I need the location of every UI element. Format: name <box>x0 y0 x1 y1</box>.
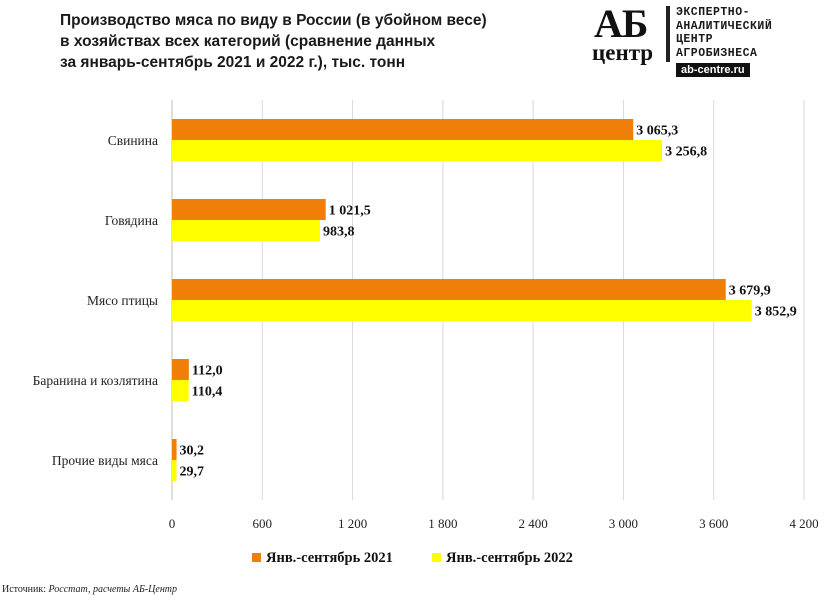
data-label: 3 852,9 <box>755 305 797 320</box>
source-text: Росстат, расчеты АБ-Центр <box>48 584 178 595</box>
bar <box>172 220 321 241</box>
x-tick-label: 600 <box>253 516 273 531</box>
source-label: Источник: <box>2 584 47 595</box>
title-line: за январь-сентябрь 2021 и 2022 г.), тыс.… <box>60 54 406 71</box>
data-label: 1 021,5 <box>329 204 371 219</box>
x-tick-label: 2 400 <box>519 516 548 531</box>
legend-label: Янв.-сентябрь 2021 <box>266 550 393 566</box>
data-label: 29,7 <box>179 465 204 480</box>
category-label: Говядина <box>105 213 158 228</box>
x-tick-label: 3 000 <box>609 516 638 531</box>
legend-swatch <box>432 553 441 562</box>
bar <box>172 199 326 220</box>
bar <box>172 279 726 300</box>
logo-line: АНАЛИТИЧЕСКИЙ <box>676 19 773 33</box>
x-tick-label: 1 800 <box>428 516 457 531</box>
category-label: Прочие виды мяса <box>52 453 158 468</box>
data-label: 3 256,8 <box>665 145 707 160</box>
ab-centre-logo: АБ центр ЭКСПЕРТНО- АНАЛИТИЧЕСКИЙ ЦЕНТР … <box>590 1 810 82</box>
data-label: 983,8 <box>323 225 355 240</box>
logo-line: ЦЕНТР <box>676 33 714 46</box>
data-label: 3 065,3 <box>636 124 678 139</box>
x-tick-label: 1 200 <box>338 516 367 531</box>
x-tick-label: 0 <box>169 516 176 531</box>
bar <box>172 439 177 460</box>
source-note: Источник: Росстат, расчеты АБ-Центр <box>2 584 177 595</box>
legend-swatch <box>252 553 261 562</box>
title-line: Производство мяса по виду в России (в уб… <box>60 12 487 29</box>
category-label: Мясо птицы <box>87 293 158 308</box>
data-label: 30,2 <box>180 444 205 459</box>
title-line: в хозяйствах всех категорий (сравнение д… <box>60 33 436 50</box>
logo-text: ЭКСПЕРТНО- АНАЛИТИЧЕСКИЙ ЦЕНТР АГРОБИЗНЕ… <box>676 6 772 60</box>
logo-line: АГРОБИЗНЕСА <box>676 46 758 60</box>
legend-label: Янв.-сентябрь 2022 <box>446 550 573 566</box>
category-label: Баранина и козлятина <box>33 373 158 388</box>
logo-mark-bottom: центр <box>592 40 654 65</box>
bar <box>172 359 189 380</box>
x-tick-label: 3 600 <box>699 516 728 531</box>
logo-line: ЭКСПЕРТНО- <box>676 6 751 19</box>
bar <box>172 119 634 140</box>
bar <box>172 300 752 321</box>
bar <box>172 460 177 481</box>
chart-title: Производство мяса по виду в России (в уб… <box>60 10 530 73</box>
category-label: Свинина <box>108 133 158 148</box>
bar <box>172 140 663 161</box>
data-label: 110,4 <box>192 385 223 400</box>
data-label: 112,0 <box>192 364 223 379</box>
logo-mark-top: АБ <box>594 1 648 46</box>
x-tick-label: 4 200 <box>789 516 818 531</box>
bar <box>172 380 189 401</box>
logo-site-link[interactable]: ab-centre.ru <box>676 63 750 77</box>
data-label: 3 679,9 <box>729 284 771 299</box>
logo-divider <box>666 6 670 62</box>
